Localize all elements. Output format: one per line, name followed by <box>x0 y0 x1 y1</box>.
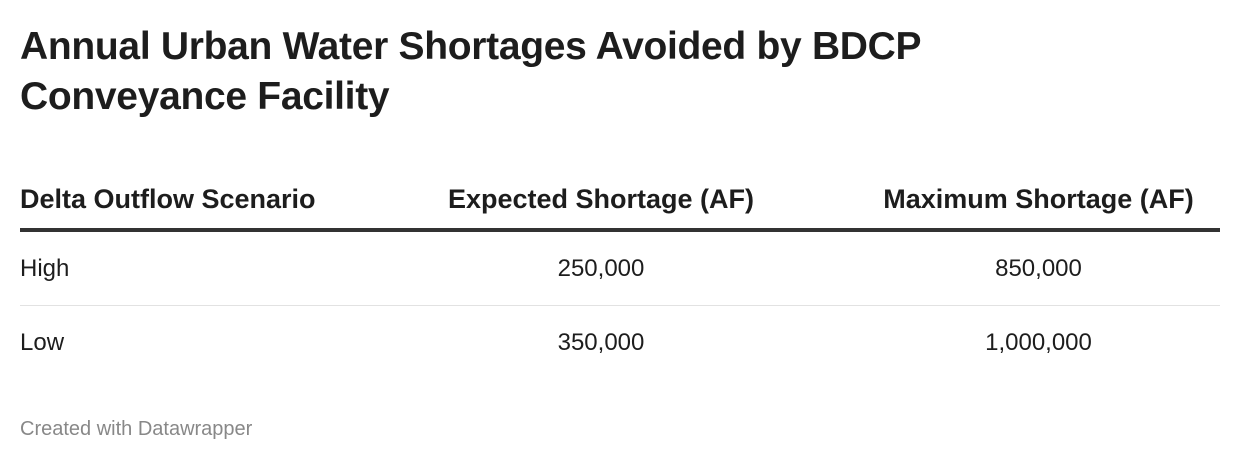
credit: Created with Datawrapper <box>20 418 253 440</box>
title: Annual Urban Water Shortages Avoided by … <box>20 25 921 118</box>
table-row: Low 350,000 1,000,000 <box>20 306 1220 379</box>
table-cell: 350,000 <box>557 328 645 356</box>
table-cell: 1,000,000 <box>985 328 1092 356</box>
table-cell: High <box>20 254 70 282</box>
table-cell: 250,000 <box>557 254 645 282</box>
column-header: Maximum Shortage (AF) <box>883 183 1194 214</box>
table-cell: Low <box>20 328 65 356</box>
column-header: Delta Outflow Scenario <box>20 183 316 214</box>
table: Delta Outflow Scenario Expected Shortage … <box>20 170 1220 379</box>
column-header: Expected Shortage (AF) <box>447 183 755 214</box>
table-header: Delta Outflow Scenario Expected Shortage … <box>20 170 1220 232</box>
table-cell: 850,000 <box>995 254 1082 282</box>
table-row: High 250,000 850,000 <box>20 232 1220 306</box>
